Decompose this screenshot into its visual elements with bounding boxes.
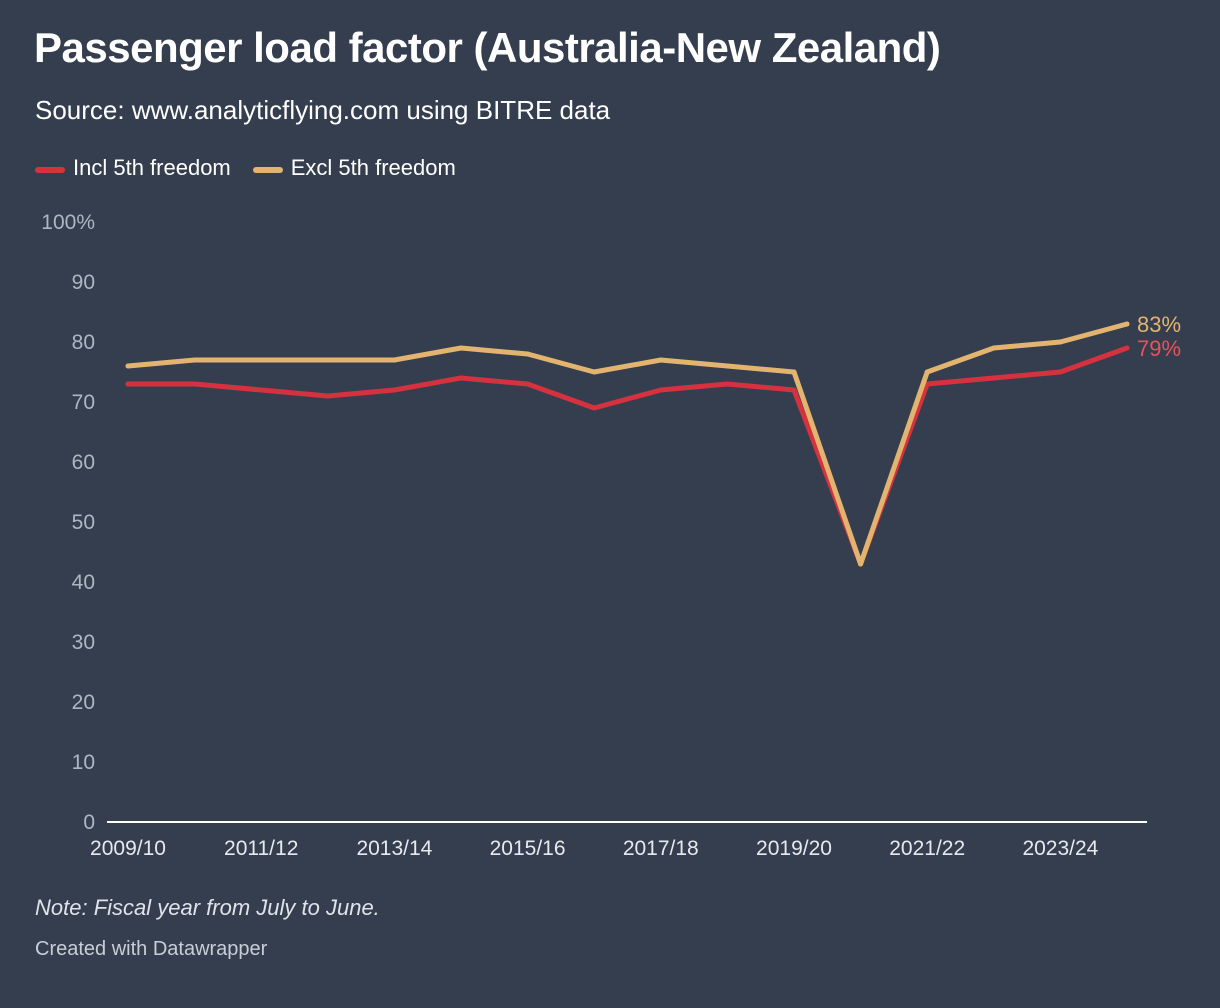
series-layer: [125, 321, 1130, 567]
data-point: [1124, 321, 1130, 327]
data-point: [791, 387, 797, 393]
x-tick-label: 2021/22: [889, 837, 965, 860]
data-point: [192, 381, 198, 387]
chart-note: Note: Fiscal year from July to June.: [35, 895, 380, 920]
data-point: [525, 381, 531, 387]
data-point: [924, 369, 930, 375]
x-tick-label: 2017/18: [623, 837, 699, 860]
data-point: [458, 375, 464, 381]
y-axis: 0 10 20 30 40 50 60 70 80 90 100%: [41, 211, 95, 834]
x-tick-label: 2013/14: [356, 837, 432, 860]
data-point: [325, 393, 331, 399]
x-tick-label: 2019/20: [756, 837, 832, 860]
data-point: [525, 351, 531, 357]
series-line-excl: [125, 321, 1130, 567]
data-point: [1124, 345, 1130, 351]
data-point: [591, 369, 597, 375]
y-tick-label: 100%: [41, 211, 95, 234]
y-tick-label: 70: [72, 391, 95, 414]
end-labels: 79%83%: [1137, 312, 1181, 361]
x-tick-label: 2023/24: [1022, 837, 1098, 860]
legend-swatch-incl: [35, 167, 65, 173]
data-point: [658, 357, 664, 363]
data-point: [458, 345, 464, 351]
data-point: [791, 369, 797, 375]
x-tick-label: 2011/12: [224, 837, 298, 860]
legend-swatch-excl: [252, 167, 283, 173]
y-tick-label: 0: [83, 811, 95, 834]
y-tick-label: 40: [72, 571, 95, 594]
legend-label-incl: Incl 5th freedom: [73, 155, 231, 180]
data-point: [991, 345, 997, 351]
y-tick-label: 50: [72, 511, 95, 534]
chart-title: Passenger load factor (Australia-New Zea…: [34, 24, 941, 71]
chart-subtitle: Source: www.analyticflying.com using BIT…: [35, 95, 611, 125]
y-tick-label: 20: [72, 691, 95, 714]
legend-label-excl: Excl 5th freedom: [290, 155, 456, 180]
end-label: 83%: [1137, 312, 1181, 337]
y-tick-label: 80: [72, 331, 95, 354]
data-point: [258, 387, 264, 393]
chart-credit: Created with Datawrapper: [35, 938, 268, 960]
data-point: [724, 363, 730, 369]
data-point: [991, 375, 997, 381]
y-tick-label: 60: [72, 451, 95, 474]
y-tick-label: 30: [72, 631, 95, 654]
data-point: [258, 357, 264, 363]
x-axis: 2009/10 2011/12 2013/14 2015/16 2017/18 2019/…: [90, 821, 1147, 860]
x-tick-label: 2009/10: [90, 837, 166, 860]
data-point: [1057, 339, 1063, 345]
legend: Incl 5th freedom Excl 5th freedom: [35, 155, 478, 181]
data-point: [325, 357, 331, 363]
data-point: [125, 381, 131, 387]
data-point: [858, 561, 864, 567]
series-line-incl: [125, 345, 1130, 567]
data-point: [658, 387, 664, 393]
end-label: 79%: [1137, 336, 1181, 361]
data-point: [724, 381, 730, 387]
data-point: [391, 357, 397, 363]
x-tick-label: 2015/16: [490, 837, 566, 860]
data-point: [591, 405, 597, 411]
y-tick-label: 90: [72, 271, 95, 294]
data-point: [1057, 369, 1063, 375]
data-point: [391, 387, 397, 393]
data-point: [125, 363, 131, 369]
legend-item-excl: Excl 5th freedom: [252, 155, 456, 181]
y-tick-label: 10: [72, 751, 95, 774]
legend-item-incl: Incl 5th freedom: [35, 155, 231, 181]
data-point: [192, 357, 198, 363]
